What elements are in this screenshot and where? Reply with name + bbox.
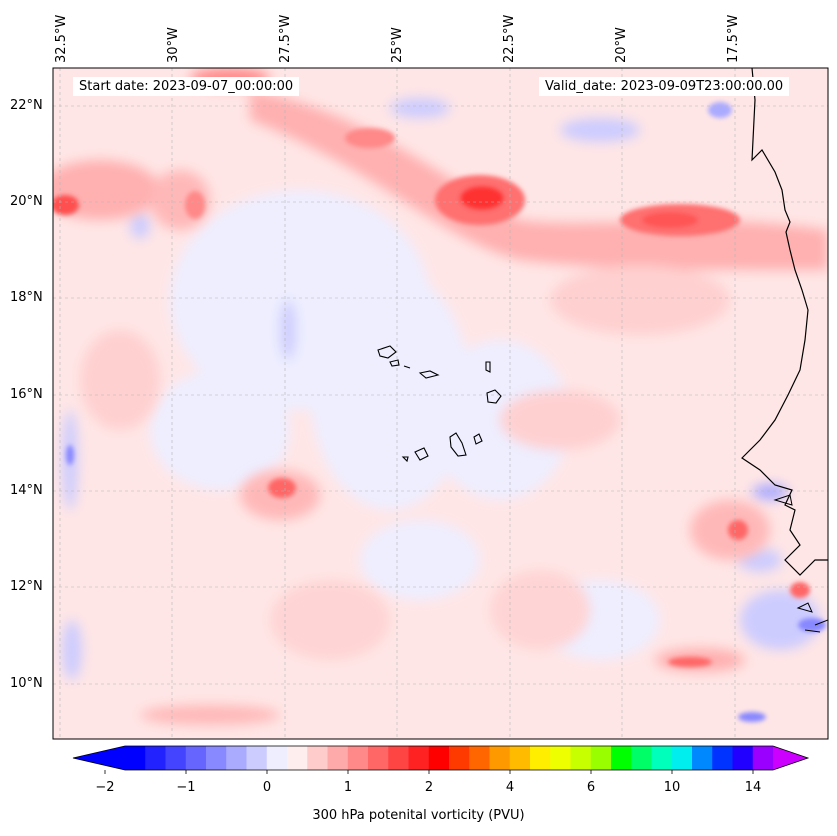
colorbar-title: 300 hPa potenital vorticity (PVU) — [312, 808, 525, 823]
lat-label-14n: 14°N — [10, 483, 43, 498]
colorbar-tick-neg2: −2 — [95, 780, 115, 795]
colorbar-swatch — [287, 746, 308, 770]
colorbar-tick-4: 4 — [505, 780, 515, 795]
lon-label-22-5w: 22.5°W — [502, 14, 517, 63]
colorbar-swatch — [388, 746, 409, 770]
colorbar-swatch — [428, 746, 450, 770]
coastline-islands-south — [773, 494, 828, 633]
africa-coastline — [741, 68, 828, 576]
colorbar-swatch — [246, 746, 268, 770]
lat-label-20n: 20°N — [10, 194, 43, 209]
lon-label-27-5w: 27.5°W — [278, 14, 293, 63]
cape-verde-islands — [377, 345, 502, 463]
colorbar-tick-2: 2 — [424, 780, 434, 795]
colorbar-swatch — [489, 746, 511, 770]
valid-date-label: Valid_date: 2023-09-09T23:00:00.00 — [539, 77, 790, 96]
lat-label-18n: 18°N — [10, 290, 43, 305]
lat-label-22n: 22°N — [10, 98, 43, 113]
start-date-label: Start date: 2023-09-07_00:00:00 — [73, 77, 300, 96]
colorbar-swatch — [732, 746, 754, 770]
colorbar-swatch — [651, 746, 673, 770]
colorbar-swatch — [307, 746, 328, 770]
colorbar-swatch — [590, 746, 612, 770]
colorbar-extend-low — [73, 746, 125, 770]
colorbar-tick-6: 6 — [586, 780, 596, 795]
colorbar-swatch — [206, 746, 227, 770]
lon-label-20w: 20°W — [614, 27, 629, 63]
colorbar-swatch — [347, 746, 369, 770]
colorbar-swatch — [327, 746, 349, 770]
colorbar-tick-10: 10 — [663, 780, 681, 795]
lon-label-25w: 25°W — [390, 27, 405, 63]
lat-label-16n: 16°N — [10, 387, 43, 402]
colorbar-swatch — [509, 746, 531, 770]
colorbar-swatch — [408, 746, 430, 770]
lon-label-32-5w: 32.5°W — [54, 14, 69, 63]
colorbar-swatch — [752, 746, 774, 770]
high-pv-cores — [53, 128, 810, 667]
map-panel — [53, 68, 828, 739]
colorbar-extend-high — [773, 746, 808, 770]
colorbar-tick-neg1: −1 — [176, 780, 196, 795]
colorbar-tick-14: 14 — [744, 780, 762, 795]
colorbar-swatch — [530, 746, 551, 770]
colorbar-swatch — [226, 746, 247, 770]
colorbar-swatch — [611, 746, 632, 770]
colorbar-swatch — [145, 746, 166, 770]
colorbar-swatch — [570, 746, 592, 770]
colorbar-swatch — [449, 746, 470, 770]
colorbar-tick-1: 1 — [343, 780, 353, 795]
colorbar-swatch — [185, 746, 207, 770]
colorbar-swatch — [165, 746, 187, 770]
lon-label-30w: 30°W — [166, 27, 181, 63]
colorbar-swatch — [631, 746, 652, 770]
colorbar-swatch — [671, 746, 693, 770]
colorbar-swatch — [712, 746, 733, 770]
colorbar-swatch — [368, 746, 389, 770]
gridlines — [53, 68, 828, 739]
colorbar-outline — [72, 745, 810, 771]
colorbar-swatch — [550, 746, 571, 770]
colorbar-swatch — [469, 746, 490, 770]
colorbar-swatch — [266, 746, 288, 770]
lon-label-17-5w: 17.5°W — [726, 14, 741, 63]
lat-label-10n: 10°N — [10, 676, 43, 691]
colorbar-tick-0: 0 — [262, 780, 272, 795]
map-frame — [52, 67, 829, 740]
colorbar-swatch — [692, 746, 713, 770]
colorbar-swatch — [125, 746, 146, 770]
colorbar — [72, 745, 810, 774]
lat-label-12n: 12°N — [10, 579, 43, 594]
